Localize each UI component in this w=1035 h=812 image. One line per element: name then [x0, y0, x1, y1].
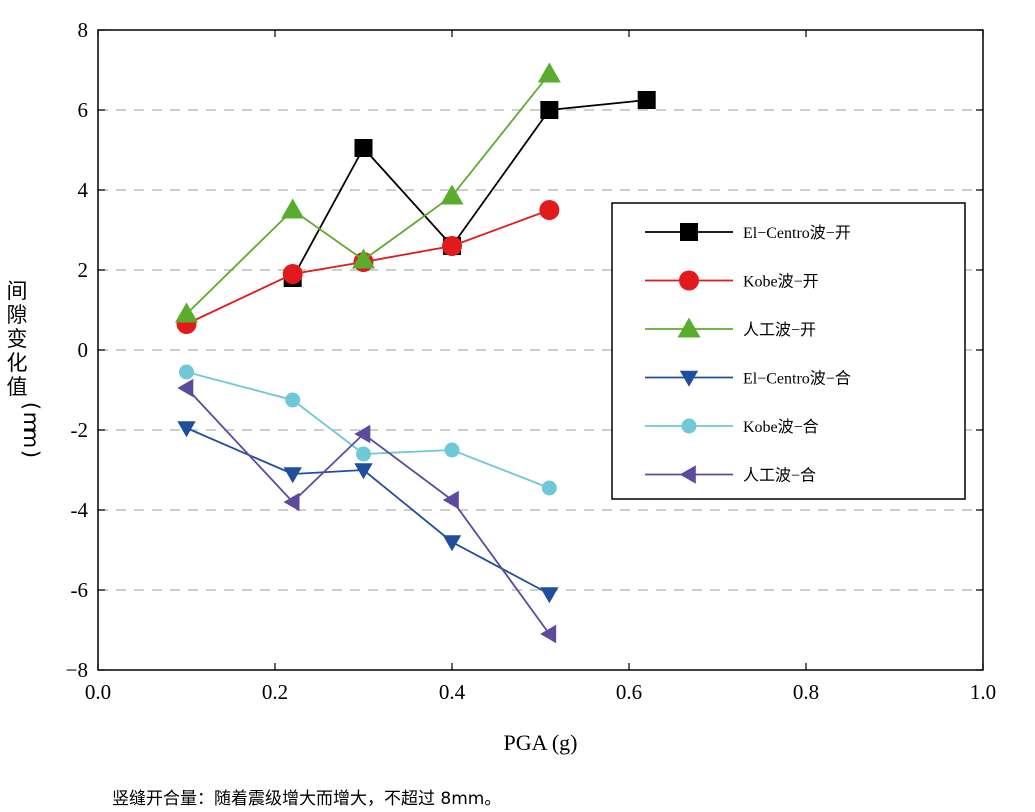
legend-marker: [679, 370, 699, 387]
data-point: [283, 467, 302, 484]
data-point: [540, 587, 559, 604]
legend-label: El−Centro波−合: [743, 370, 851, 388]
series-line: [185, 387, 551, 635]
legend-marker: [681, 418, 697, 434]
series-2: [175, 62, 561, 323]
y-tick-label: 4: [78, 178, 89, 202]
legend-label: Kobe波−合: [743, 418, 819, 436]
data-point: [354, 463, 373, 480]
legend-marker: [679, 270, 699, 291]
legend-item: Kobe波−合: [645, 418, 819, 436]
y-axis-title-char: 值: [7, 375, 28, 399]
y-tick-label: 8: [78, 18, 89, 42]
legend-item: El−Centro波−开: [645, 223, 851, 242]
y-axis-title-char: 间: [7, 279, 28, 303]
y-axis-title-char: (: [19, 402, 43, 410]
data-point: [442, 490, 459, 510]
legend-item: 人工波−合: [645, 465, 816, 485]
legend-label: El−Centro波−开: [743, 224, 851, 242]
data-point: [354, 139, 373, 157]
y-tick-label: 2: [78, 258, 89, 282]
x-tick-label: 1.0: [970, 680, 996, 704]
y-tick-label: −8: [66, 658, 88, 682]
data-point: [540, 624, 557, 644]
x-tick-label: 0.6: [616, 680, 642, 704]
x-axis-title: PGA (g): [504, 730, 578, 755]
data-point: [537, 62, 561, 83]
series-5: [177, 378, 557, 644]
y-tick-label: 6: [78, 98, 89, 122]
y-axis-title-char: m: [19, 412, 43, 432]
caption: 竖缝开合量：随着震级增大而增大，不超过 8mm。: [112, 789, 502, 809]
x-tick-label: 0.0: [85, 680, 111, 704]
data-point: [356, 446, 371, 462]
series-layer: [175, 62, 656, 644]
legend-box: [611, 202, 966, 500]
data-point: [637, 91, 656, 109]
data-point: [175, 302, 198, 323]
data-point: [285, 392, 301, 408]
x-tick-label: 0.8: [793, 680, 819, 704]
series-3: [177, 421, 559, 604]
data-point: [177, 421, 196, 438]
data-point: [539, 200, 560, 220]
data-point: [444, 442, 460, 458]
y-tick-label: -4: [71, 498, 89, 522]
data-point: [283, 492, 300, 512]
series-4: [179, 364, 557, 496]
x-tick-label: 0.2: [262, 680, 288, 704]
legend-label: 人工波−合: [743, 467, 816, 485]
data-point: [442, 236, 462, 256]
y-tick-label: -2: [71, 418, 89, 442]
axis-ticks: 8 6 4 2 0 -2 -4 -6 −80.0 0.2 0.4 0.6 0.8 1.0: [66, 18, 996, 704]
data-point: [282, 264, 303, 284]
y-tick-label: -6: [71, 578, 89, 602]
y-tick-label: 0: [78, 338, 89, 362]
grid-lines: [98, 109, 983, 591]
y-axis-title-char: 隙: [7, 303, 28, 327]
legend-marker: [679, 465, 696, 484]
legend-label: Kobe波−开: [743, 273, 819, 291]
legend-item: El−Centro波−合: [645, 370, 851, 388]
y-axis-title-char: 化: [7, 351, 28, 375]
legend-marker: [680, 223, 698, 241]
data-point: [354, 424, 371, 444]
y-axis-title-char: m: [19, 428, 43, 448]
data-point: [281, 198, 305, 219]
data-point: [540, 101, 559, 119]
y-axis-title-char: 变: [7, 327, 28, 351]
series-line: [291, 99, 647, 279]
y-axis-title-char: ): [19, 450, 43, 458]
data-point: [440, 184, 464, 205]
legend-label: 人工波−开: [743, 321, 816, 339]
data-point: [541, 480, 557, 496]
series-0: [283, 91, 656, 287]
data-point: [442, 535, 462, 552]
data-point: [352, 248, 375, 269]
data-point: [179, 364, 194, 380]
legend-item: Kobe波−开: [645, 270, 819, 291]
data-point: [177, 378, 194, 398]
x-tick-label: 0.4: [439, 680, 466, 704]
legend-marker: [677, 317, 701, 338]
legend-item: 人工波−开: [645, 317, 816, 339]
